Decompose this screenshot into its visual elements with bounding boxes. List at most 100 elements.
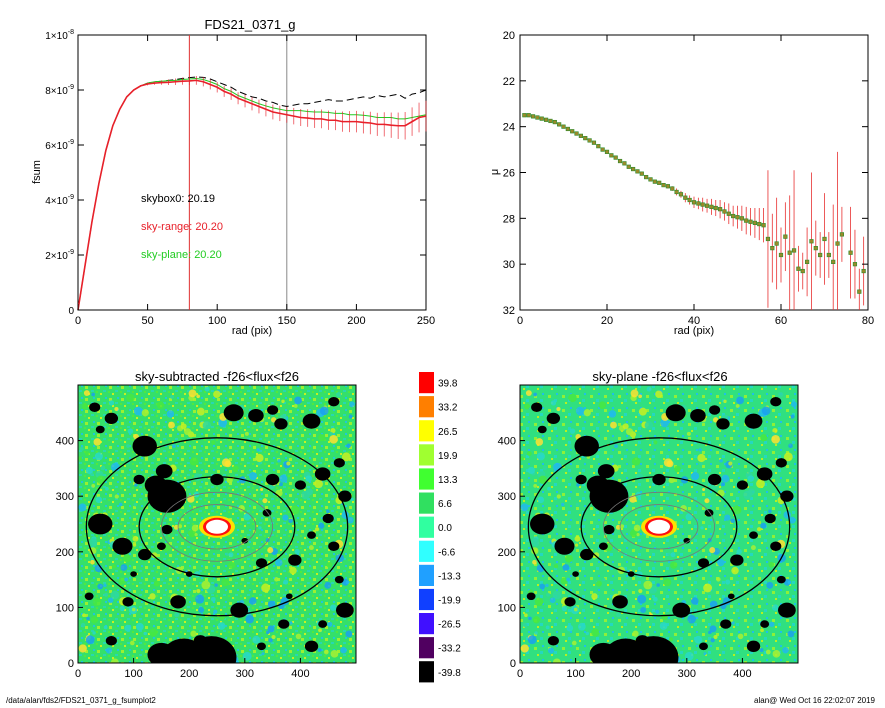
p3-noise-patch (170, 394, 174, 399)
p4-noise-patch (576, 483, 580, 487)
p3-noise-patch (131, 607, 136, 612)
p3-noise-patch (214, 583, 218, 587)
p2-point (596, 144, 601, 149)
p2-xtick-label: 20 (601, 315, 613, 327)
p3-noise-patch (135, 622, 144, 631)
p3-noise-patch (103, 583, 107, 588)
p4-noise-patch (547, 486, 551, 491)
p3-noise-patch (97, 583, 104, 590)
p4-noise-patch (772, 650, 781, 658)
p4-mask (770, 541, 782, 551)
p3-noise-patch (86, 616, 90, 621)
p3-noise-patch (118, 577, 126, 585)
p4-noise-patch (629, 529, 639, 538)
p4-mask (575, 474, 587, 485)
p3-noise-patch (275, 489, 283, 497)
p3-noise-patch (177, 524, 183, 529)
p3-noise-patch (108, 400, 115, 406)
p3-noise-patch (219, 613, 226, 621)
p4-noise-patch (545, 625, 550, 630)
p4-ellipse (580, 476, 738, 578)
p3-noise-patch (213, 609, 218, 614)
p4-mask (572, 571, 579, 577)
p3-noise-patch (78, 503, 87, 512)
p4-noise-patch (756, 479, 765, 489)
p3-noise-patch (84, 451, 90, 457)
p2-point (665, 184, 670, 189)
p4-noise-patch (638, 588, 643, 594)
p4-mask (727, 593, 735, 600)
p4-mask (526, 592, 536, 601)
p3-noise-patch (261, 652, 265, 656)
p4-noise-patch (534, 631, 538, 635)
p3-noise-patch (221, 578, 230, 587)
p1-ytick-label: 1×10-8 (45, 29, 74, 42)
p4-noise-patch (662, 623, 666, 627)
p4-mask (531, 402, 543, 412)
p3-mask (307, 531, 316, 539)
p2-point (583, 136, 588, 141)
p4-noise-patch (556, 407, 561, 412)
p3-noise-patch (336, 391, 342, 398)
p3-noise-patch (258, 526, 262, 530)
p4-noise-patch (719, 459, 723, 463)
p4-mask (546, 412, 561, 425)
p2-point (774, 241, 779, 246)
p3-noise-patch (204, 386, 210, 392)
p2-ytick-label: 28 (503, 213, 515, 225)
p4-noise-patch (532, 616, 541, 624)
p3-noise-patch (275, 558, 283, 567)
p3-noise-patch (288, 518, 293, 524)
p3-noise-patch (345, 580, 350, 585)
p2-ytick-label: 20 (503, 30, 515, 42)
p3-noise-patch (114, 494, 119, 499)
p3-noise-patch (202, 421, 212, 430)
p3-mask (144, 475, 167, 495)
p2-point (787, 250, 792, 255)
p3-noise-patch (306, 488, 314, 496)
p4-noise-patch (522, 622, 528, 628)
p3-noise-patch (188, 389, 197, 398)
colorbar-swatch (419, 468, 434, 490)
p1-x-ticks: 0 50 100 150 200 250 (75, 35, 435, 327)
p4-noise-patch (533, 392, 538, 397)
p3-noise-patch (132, 543, 137, 547)
p2-points (522, 113, 866, 310)
p3-noise-patch (327, 621, 333, 627)
p3-noise-patch (228, 552, 234, 558)
p3-noise-patch (78, 644, 87, 653)
p2-point (791, 248, 797, 253)
p3-noise-patch (290, 505, 300, 515)
p3-noise-patch (228, 561, 236, 569)
p4-noise-patch (783, 452, 793, 462)
p3-noise-patch (326, 561, 333, 568)
colorbar-label: 13.3 (438, 475, 458, 486)
p3-noise-patch (261, 583, 271, 593)
p2-xtick-label: 80 (862, 315, 874, 327)
p3-noise-patch (286, 461, 291, 466)
p4-noise-patch (612, 394, 616, 399)
footer-path: /data/alan/fds2/FDS21_0371_g_fsumplot2 (6, 696, 156, 705)
p2-point (639, 171, 644, 176)
p4-noise-patch (636, 533, 640, 537)
p3-noise-patch (330, 428, 336, 434)
p3-noise-patch (308, 545, 314, 551)
p3-mask (105, 636, 117, 646)
p3-noise-patch (180, 423, 187, 430)
p3-noise-patch (346, 516, 354, 524)
colorbar-label: -19.9 (438, 596, 461, 607)
p3-noise-patch (105, 486, 109, 491)
p2-point (722, 209, 727, 214)
p4-noise-patch (532, 559, 537, 565)
p4-noise-patch (656, 583, 660, 587)
p3-noise-patch (107, 597, 114, 604)
p3-noise-patch (78, 456, 83, 461)
p3-noise-patch (293, 404, 298, 408)
p4-noise-patch (691, 597, 699, 605)
p3-noise-patch (340, 646, 347, 654)
p1-xtick-label: 250 (417, 315, 435, 327)
p3-noise-patch (191, 524, 199, 532)
colorbar-swatch (419, 613, 434, 635)
p4-noise-patch (545, 583, 549, 588)
p4-mask (586, 475, 609, 495)
